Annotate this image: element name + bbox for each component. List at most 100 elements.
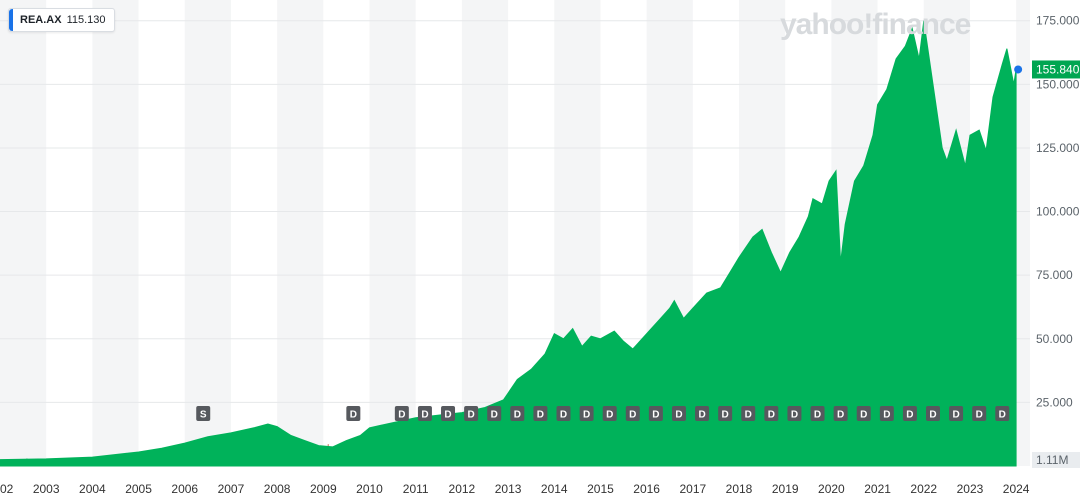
event-badge-d	[718, 406, 733, 421]
x-tick-label: 2018	[726, 482, 753, 496]
price-area	[0, 20, 1017, 467]
x-tick-label: 2016	[633, 482, 660, 496]
event-badge-label: D	[468, 410, 475, 421]
event-badge-label: D	[883, 410, 890, 421]
event-badge-d	[648, 406, 663, 421]
event-badge-label: D	[514, 410, 521, 421]
x-tick-label: 2005	[125, 482, 152, 496]
event-badge-label: D	[929, 410, 936, 421]
x-tick-label: 2019	[772, 482, 799, 496]
x-tick-label: 2006	[171, 482, 198, 496]
event-badge-label: D	[791, 410, 798, 421]
event-badge-d	[741, 406, 756, 421]
x-tick-label: 2017	[679, 482, 706, 496]
event-badge-d	[995, 406, 1010, 421]
x-axis: 02 2003 2004 2005 2006 2007 2008 2009 2010 2011 20…	[0, 482, 1030, 496]
event-badge-d	[856, 406, 871, 421]
event-badge-label: D	[491, 410, 498, 421]
x-tick-label: 2011	[403, 482, 429, 496]
event-badge-label: D	[860, 410, 867, 421]
event-badge-d	[902, 406, 917, 421]
x-tick-label: 2022	[910, 482, 937, 496]
event-badge-d	[441, 406, 456, 421]
event-badge-d	[556, 406, 571, 421]
event-badge-label: D	[999, 410, 1006, 421]
event-badge-d	[487, 406, 502, 421]
event-badge-label: D	[745, 410, 752, 421]
event-badge-d	[972, 406, 987, 421]
year-band	[92, 0, 139, 466]
event-badge-d	[602, 406, 617, 421]
event-badge-label: D	[768, 410, 775, 421]
x-tick-label: 2023	[957, 482, 984, 496]
event-badge-label: D	[675, 410, 682, 421]
ticker-badge[interactable]: REA.AX 115.130	[8, 8, 115, 32]
event-badge-d	[579, 406, 594, 421]
event-badge-label: S	[200, 410, 207, 421]
x-tick-label: 2013	[495, 482, 522, 496]
event-badge-d	[510, 406, 525, 421]
y-tick-label: 125.000	[1036, 141, 1080, 155]
y-tick-label: 150.000	[1036, 77, 1080, 91]
x-tick-label: 2014	[541, 482, 568, 496]
year-band	[277, 0, 324, 466]
event-badge-label: D	[722, 410, 729, 421]
event-badge-d	[417, 406, 432, 421]
x-tick-label: 2015	[587, 482, 614, 496]
year-band	[369, 0, 416, 466]
year-band	[461, 0, 509, 466]
event-badge-label: D	[537, 410, 544, 421]
last-price-dot	[1014, 65, 1023, 74]
y-tick-label: 75.000	[1036, 268, 1073, 282]
yahoo-finance-logo: yahoo!finance	[780, 8, 971, 41]
event-badge-label: D	[421, 410, 428, 421]
event-badge-d	[346, 406, 361, 421]
y-tick-label: 100.000	[1036, 205, 1080, 219]
volume-text: 1.11M	[1036, 453, 1068, 467]
event-badge-d	[810, 406, 825, 421]
event-badge-label: D	[629, 410, 636, 421]
year-band	[0, 0, 47, 466]
event-badge-label: D	[444, 410, 451, 421]
event-badge-d	[949, 406, 964, 421]
x-tick-label: 2024	[1003, 482, 1030, 496]
event-badge-label: D	[906, 410, 913, 421]
event-badge-d	[879, 406, 894, 421]
event-badge-d	[764, 406, 779, 421]
event-badge-d	[926, 406, 941, 421]
event-badge-d	[625, 406, 640, 421]
x-tick-label: 2007	[218, 482, 245, 496]
y-tick-label: 25.000	[1036, 395, 1073, 409]
y-tick-label: 175.000	[1036, 14, 1080, 28]
y-tick-label: 50.000	[1036, 332, 1073, 346]
year-band	[1016, 0, 1030, 466]
event-badge-d	[671, 406, 686, 421]
last-price-text: 155.840	[1036, 62, 1080, 76]
x-tick-label: 2010	[356, 482, 383, 496]
event-badge-label: D	[606, 410, 613, 421]
event-badge-label: D	[837, 410, 844, 421]
event-badge-label: D	[652, 410, 659, 421]
event-badge-label: D	[976, 410, 983, 421]
x-tick-label: 2003	[33, 482, 60, 496]
event-badge-label: D	[350, 410, 357, 421]
event-badge-label: D	[814, 410, 821, 421]
x-tick-label: 2008	[264, 482, 291, 496]
price-area-layer	[0, 20, 1017, 467]
ticker-color-marker	[9, 9, 13, 31]
x-tick-label: 2009	[310, 482, 337, 496]
x-tick-label: 02	[0, 482, 14, 496]
last-price-tag	[1032, 60, 1080, 79]
event-badge-label: D	[560, 410, 567, 421]
event-badge-d	[833, 406, 848, 421]
event-badge-label: D	[698, 410, 705, 421]
event-badge-d	[695, 406, 710, 421]
ticker-value: 115.130	[66, 14, 106, 26]
x-tick-label: 2021	[864, 482, 891, 496]
event-badge-d	[464, 406, 479, 421]
x-tick-label: 2020	[818, 482, 845, 496]
ticker-symbol: REA.AX	[20, 14, 62, 26]
